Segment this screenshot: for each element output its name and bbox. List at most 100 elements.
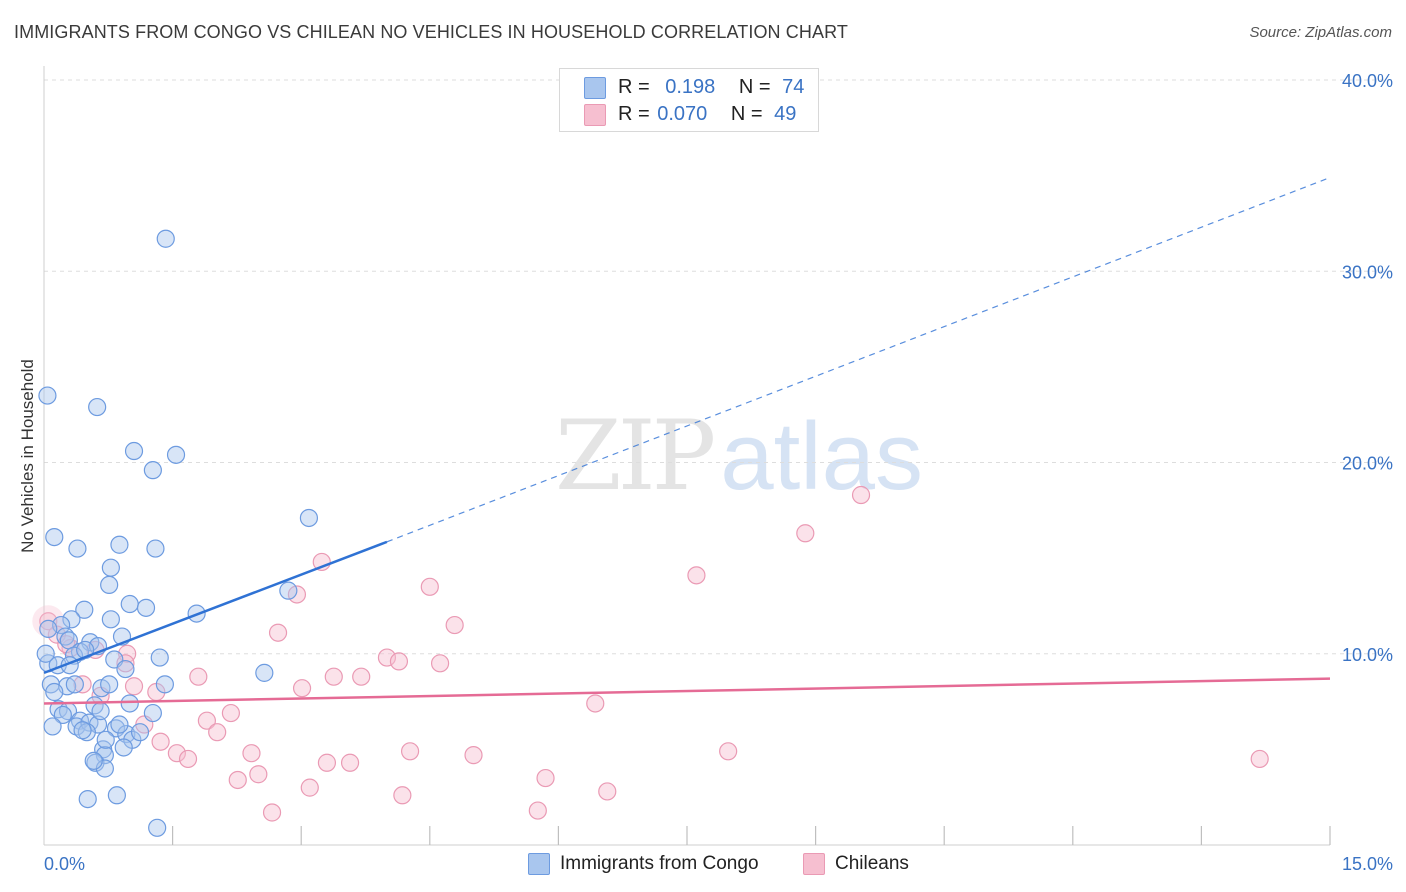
chilean-point bbox=[796, 524, 815, 543]
congo-point bbox=[91, 702, 110, 721]
chilean-point bbox=[268, 623, 288, 642]
chilean-point bbox=[300, 778, 319, 797]
chilean-point bbox=[528, 801, 547, 820]
congo-trendline-extension bbox=[386, 176, 1331, 543]
congo-point bbox=[143, 703, 162, 723]
congo-point bbox=[100, 575, 119, 595]
congo-point bbox=[136, 598, 156, 617]
congo-point bbox=[88, 397, 107, 417]
chilean-point bbox=[178, 749, 198, 769]
congo-point bbox=[143, 461, 162, 480]
congo-point bbox=[156, 229, 175, 248]
congo-series-label: Immigrants from Congo bbox=[560, 853, 759, 874]
chilean-point bbox=[317, 753, 337, 772]
x-tick-label: 15.0% bbox=[1342, 854, 1393, 874]
chilean-point bbox=[167, 744, 186, 763]
chilean-point bbox=[586, 694, 605, 713]
chilean-point bbox=[262, 803, 282, 822]
congo-point bbox=[120, 694, 139, 713]
congo-point bbox=[155, 675, 174, 694]
congo-point bbox=[279, 581, 298, 600]
congo-point bbox=[100, 675, 119, 694]
congo-point bbox=[101, 558, 120, 577]
congo-point bbox=[120, 594, 139, 614]
congo-swatch bbox=[584, 77, 606, 99]
watermark: ZIPatlas bbox=[555, 400, 923, 512]
chilean-points bbox=[32, 485, 1269, 822]
chilean-swatch-bottom bbox=[803, 853, 825, 875]
congo-point bbox=[45, 682, 64, 702]
chilean-point bbox=[249, 765, 268, 784]
congo-point bbox=[146, 539, 165, 558]
chilean-point bbox=[116, 654, 135, 673]
congo-n-value: 74 bbox=[782, 76, 805, 98]
congo-point bbox=[43, 717, 62, 736]
chilean-point bbox=[242, 744, 261, 763]
chilean-point bbox=[687, 566, 706, 585]
congo-point bbox=[96, 730, 115, 749]
chilean-point bbox=[445, 615, 464, 635]
chilean-point bbox=[124, 677, 144, 696]
congo-point bbox=[75, 600, 94, 619]
axes bbox=[43, 66, 1331, 846]
chilean-point bbox=[197, 711, 216, 730]
congo-point bbox=[148, 818, 167, 837]
chilean-point bbox=[389, 652, 409, 671]
chilean-point bbox=[324, 667, 343, 686]
congo-point bbox=[101, 610, 120, 629]
congo-point bbox=[68, 539, 87, 558]
chilean-point bbox=[151, 732, 170, 751]
chilean-point bbox=[208, 723, 227, 742]
congo-point bbox=[73, 721, 92, 740]
congo-r-value: 0.198 bbox=[665, 76, 716, 98]
congo-point bbox=[110, 535, 129, 554]
chilean-point bbox=[377, 648, 397, 667]
congo-trendline bbox=[43, 540, 388, 675]
chilean-series-label: Chileans bbox=[835, 853, 909, 874]
chilean-point bbox=[464, 746, 483, 765]
chilean-point bbox=[851, 485, 871, 505]
correlation-legend: R = 0.198 N = 74 R = 0.070 N = 49 bbox=[559, 68, 819, 132]
y-tick-label: 30.0% bbox=[1342, 262, 1393, 282]
trendlines bbox=[43, 176, 1331, 705]
congo-point bbox=[39, 619, 58, 638]
y-tick-label: 40.0% bbox=[1342, 71, 1393, 91]
congo-point bbox=[38, 386, 57, 405]
source-credit: Source: ZipAtlas.com bbox=[1249, 24, 1392, 41]
congo-point bbox=[124, 441, 144, 461]
congo-point bbox=[107, 786, 126, 805]
chilean-point bbox=[420, 577, 439, 596]
chilean-point bbox=[352, 667, 371, 686]
x-tick-label: 0.0% bbox=[44, 854, 85, 874]
chilean-point bbox=[598, 782, 617, 801]
chilean-point bbox=[1250, 749, 1269, 769]
y-axis-label: No Vehicles in Household bbox=[18, 359, 37, 553]
y-tick-label: 10.0% bbox=[1342, 645, 1393, 665]
chilean-trendline bbox=[43, 677, 1331, 705]
congo-r-label: R = bbox=[618, 76, 650, 98]
chilean-point bbox=[393, 786, 412, 805]
gridlines bbox=[44, 79, 1392, 655]
congo-point bbox=[53, 705, 72, 725]
chilean-point bbox=[228, 770, 247, 790]
chilean-point bbox=[189, 667, 208, 686]
chilean-r-label: R = bbox=[618, 103, 650, 125]
congo-point bbox=[110, 715, 129, 734]
congo-point bbox=[299, 508, 319, 528]
congo-point bbox=[36, 644, 55, 663]
tick-labels: 10.0% 20.0% 30.0% 40.0% 0.0% 15.0% bbox=[44, 71, 1393, 874]
congo-point bbox=[95, 746, 114, 765]
congo-point bbox=[114, 738, 133, 757]
congo-point bbox=[62, 610, 81, 629]
chilean-point bbox=[340, 753, 360, 772]
congo-point bbox=[78, 789, 97, 809]
congo-point bbox=[116, 659, 135, 679]
chilean-point bbox=[400, 742, 420, 761]
watermark-zip: ZIP bbox=[555, 400, 716, 512]
congo-n-label: N = bbox=[738, 76, 771, 98]
chart-title: IMMIGRANTS FROM CONGO VS CHILEAN NO VEHI… bbox=[14, 22, 848, 42]
chilean-point bbox=[287, 585, 307, 604]
watermark-atlas: atlas bbox=[720, 403, 923, 510]
chilean-point bbox=[719, 742, 738, 761]
congo-point bbox=[84, 751, 103, 770]
